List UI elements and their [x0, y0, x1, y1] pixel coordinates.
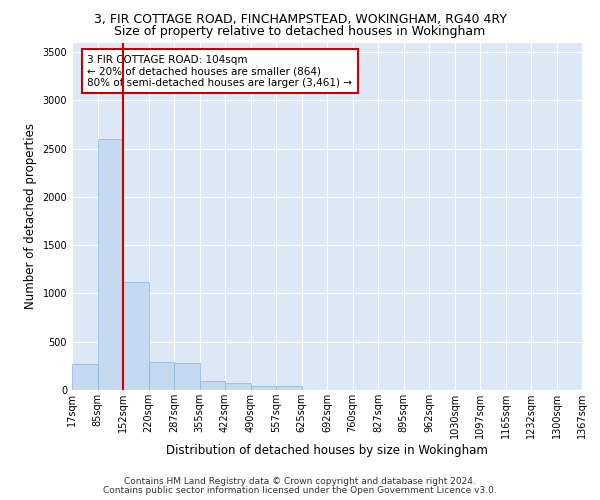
Bar [225, 383, 251, 390]
Bar [72, 364, 97, 390]
Text: 3 FIR COTTAGE ROAD: 104sqm
← 20% of detached houses are smaller (864)
80% of sem: 3 FIR COTTAGE ROAD: 104sqm ← 20% of deta… [88, 54, 352, 88]
Text: Contains public sector information licensed under the Open Government Licence v3: Contains public sector information licen… [103, 486, 497, 495]
Text: 3, FIR COTTAGE ROAD, FINCHAMPSTEAD, WOKINGHAM, RG40 4RY: 3, FIR COTTAGE ROAD, FINCHAMPSTEAD, WOKI… [94, 12, 506, 26]
Bar [149, 362, 174, 390]
Y-axis label: Number of detached properties: Number of detached properties [24, 123, 37, 309]
Bar [251, 386, 276, 390]
Bar [174, 363, 199, 390]
Text: Contains HM Land Registry data © Crown copyright and database right 2024.: Contains HM Land Registry data © Crown c… [124, 477, 476, 486]
Bar [199, 381, 225, 390]
Bar [123, 282, 149, 390]
X-axis label: Distribution of detached houses by size in Wokingham: Distribution of detached houses by size … [166, 444, 488, 457]
Text: Size of property relative to detached houses in Wokingham: Size of property relative to detached ho… [115, 25, 485, 38]
Bar [97, 139, 123, 390]
Bar [276, 386, 302, 390]
